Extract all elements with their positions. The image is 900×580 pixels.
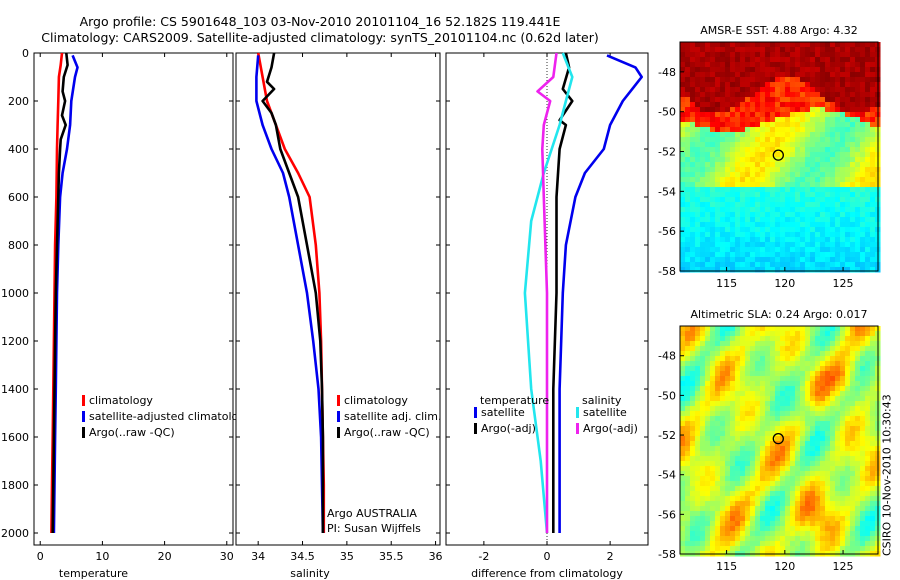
- y-tick-label: -48: [658, 66, 676, 79]
- x-tick-label: 2: [607, 550, 614, 563]
- x-tick-label: 10: [95, 550, 109, 563]
- y-tick-label: -58: [658, 548, 676, 561]
- salinity-profile-panel: 34 34.5 35 35.5 36 salinity climatology satelli…: [235, 52, 443, 580]
- y-tick-label: 200: [8, 95, 29, 108]
- x-tick-label: 125: [833, 277, 854, 290]
- y-tick-label: 400: [8, 143, 29, 156]
- y-tick-label: -52: [658, 146, 676, 159]
- x-tick-label: 0: [37, 550, 44, 563]
- series-line-salinity-argo-adj-: [536, 52, 558, 533]
- sst-map-panel: AMSR-E SST: 4.88 Argo: 4.32 115 120 125 -48 -…: [658, 24, 881, 290]
- x-tick-label: 34.5: [290, 550, 315, 563]
- x-axis-label: temperature: [59, 567, 128, 580]
- legend-item-swatch: [337, 427, 340, 438]
- legend-title-temperature: temperature: [480, 394, 549, 407]
- y-tick-label: 0: [22, 47, 29, 60]
- map-frame: [679, 41, 879, 272]
- y-tick-label: 1600: [1, 431, 29, 444]
- series-line-temperature-satellite: [558, 54, 643, 533]
- series-line-argo-raw-qc-: [261, 52, 325, 533]
- x-tick-label: 30: [220, 550, 234, 563]
- series-line-salinity-satellite: [523, 52, 574, 534]
- y-tick-label: -48: [658, 350, 676, 363]
- annotation-owner: Argo AUSTRALIA: [327, 507, 417, 520]
- legend-title-salinity: salinity: [582, 394, 622, 407]
- y-tick-label: 1400: [1, 383, 29, 396]
- y-tick-label: -56: [658, 508, 676, 521]
- legend-item: Argo(-adj): [481, 422, 536, 435]
- y-tick-label: -54: [658, 469, 676, 482]
- map-title: AMSR-E SST: 4.88 Argo: 4.32: [700, 24, 858, 37]
- map-title: Altimetric SLA: 0.24 Argo: 0.017: [690, 308, 867, 321]
- temperature-profile-panel: 0 200 400 600 800 1000 1200 1400 1600 1800 2000 0 10…: [1, 47, 245, 580]
- x-tick-label: 120: [774, 277, 795, 290]
- chart-title-line1: Argo profile: CS 5901648_103 03-Nov-2010…: [79, 14, 561, 29]
- legend-item-swatch: [82, 411, 85, 422]
- legend-item-swatch: [337, 411, 340, 422]
- legend-item: satellite: [583, 406, 627, 419]
- y-tick-label: 600: [8, 191, 29, 204]
- plot-frame: [235, 52, 441, 546]
- y-tick-label: -50: [658, 389, 676, 402]
- y-tick-label: -52: [658, 429, 676, 442]
- side-timestamp: CSIRO 10-Nov-2010 10:30:43: [881, 394, 894, 556]
- sla-map-panel: Altimetric SLA: 0.24 Argo: 0.017 115 120 12…: [658, 308, 881, 573]
- y-tick-label: -54: [658, 185, 676, 198]
- legend-item: satellite: [481, 406, 525, 419]
- legend-item: Argo(..raw -QC): [344, 426, 430, 439]
- argo-position-marker: [772, 433, 784, 445]
- x-tick-label: 36: [429, 550, 443, 563]
- legend-item-swatch: [474, 407, 477, 418]
- series-line-satellite-adj-clim-: [255, 55, 325, 534]
- x-tick-label: 35.5: [379, 550, 404, 563]
- series-line-temperature-argo-adj-: [552, 52, 574, 533]
- legend-item-swatch: [82, 427, 85, 438]
- y-tick-label: 800: [8, 239, 29, 252]
- difference-profile-panel: -2 0 2 difference from climatology temperatu…: [445, 52, 649, 580]
- y-tick-label: -58: [658, 265, 676, 278]
- chart-title-line2: Climatology: CARS2009. Satellite-adjuste…: [41, 30, 599, 45]
- x-tick-label: 20: [158, 550, 172, 563]
- legend-item: Argo(..raw -QC): [89, 426, 175, 439]
- plot-frame: [33, 52, 234, 546]
- x-tick-label: 125: [833, 560, 854, 573]
- legend-item-swatch: [82, 395, 85, 406]
- map-frame: [679, 325, 879, 555]
- x-tick-label: 115: [716, 277, 737, 290]
- y-tick-label: 1800: [1, 479, 29, 492]
- y-tick-label: -56: [658, 225, 676, 238]
- legend-item-swatch: [337, 395, 340, 406]
- legend-item: Argo(-adj): [583, 422, 638, 435]
- x-tick-label: 34: [251, 550, 265, 563]
- legend-item: climatology: [89, 394, 153, 407]
- annotation-pi: PI: Susan Wijffels: [327, 522, 421, 535]
- x-axis-label: difference from climatology: [471, 567, 623, 580]
- x-tick-label: 0: [544, 550, 551, 563]
- legend-item-swatch: [474, 423, 477, 434]
- argo-position-marker: [772, 149, 784, 161]
- x-tick-label: 115: [716, 560, 737, 573]
- series-line-argo-raw-qc-: [51, 52, 69, 534]
- x-axis-label: salinity: [290, 567, 330, 580]
- map-field: [680, 42, 881, 273]
- legend-item: climatology: [344, 394, 408, 407]
- legend-item: satellite-adjusted climatolog: [89, 410, 245, 423]
- x-tick-label: -2: [478, 550, 489, 563]
- map-field: [680, 326, 881, 557]
- y-tick-label: 2000: [1, 527, 29, 540]
- legend-item-swatch: [576, 423, 579, 434]
- y-tick-label: -50: [658, 106, 676, 119]
- x-tick-label: 120: [774, 560, 795, 573]
- legend-item: satellite adj. clim.: [344, 410, 441, 423]
- x-tick-label: 35: [340, 550, 354, 563]
- y-tick-label: 1200: [1, 335, 29, 348]
- y-tick-label: 1000: [1, 287, 29, 300]
- legend-item-swatch: [576, 407, 579, 418]
